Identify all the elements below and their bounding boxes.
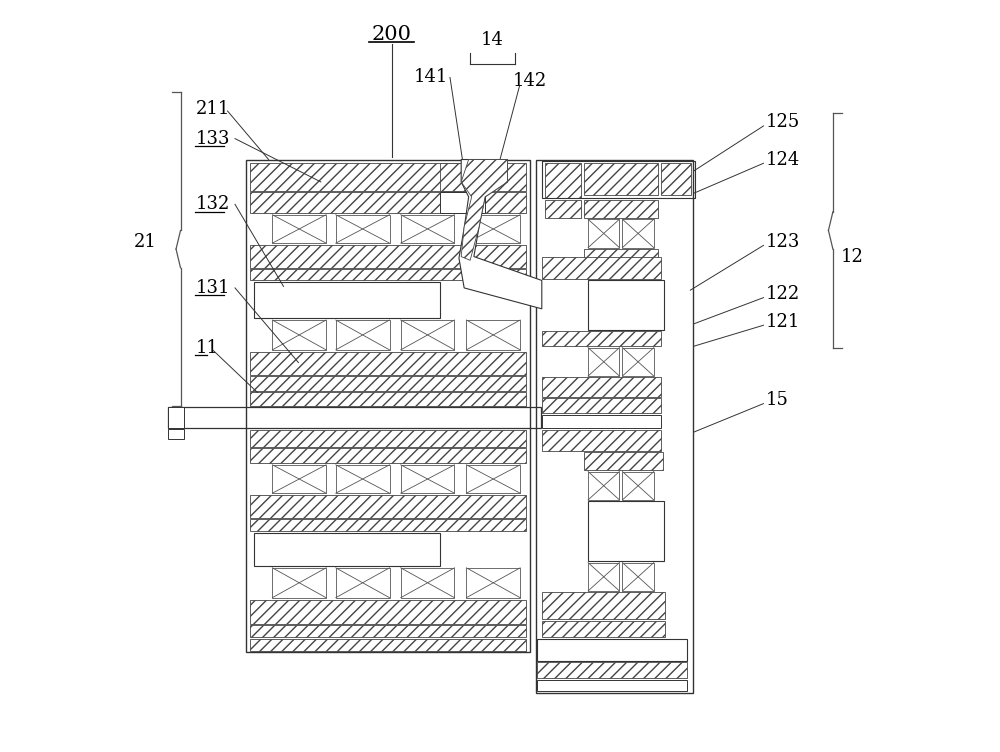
Text: 125: 125	[766, 114, 800, 131]
Bar	[588, 562, 619, 591]
Bar	[545, 200, 581, 218]
Text: 133: 133	[195, 129, 230, 147]
Bar	[440, 193, 485, 214]
Polygon shape	[461, 159, 507, 260]
Bar	[168, 429, 184, 439]
Bar	[250, 496, 526, 518]
Bar	[537, 638, 687, 661]
Bar	[250, 520, 526, 531]
Bar	[336, 320, 390, 350]
Bar	[272, 465, 326, 493]
Bar	[466, 215, 520, 243]
Text: 14: 14	[481, 31, 504, 49]
Text: 124: 124	[766, 150, 800, 168]
Text: 12: 12	[841, 247, 864, 265]
Polygon shape	[459, 159, 542, 309]
Text: 132: 132	[195, 196, 230, 214]
Bar	[401, 215, 454, 243]
Bar	[336, 465, 390, 493]
Bar	[250, 626, 526, 637]
Bar	[440, 162, 485, 191]
Bar	[250, 638, 526, 650]
Bar	[537, 662, 687, 678]
Bar	[584, 452, 663, 470]
Bar	[272, 215, 326, 243]
Bar	[542, 415, 661, 428]
Bar	[250, 393, 526, 406]
Bar	[336, 215, 390, 243]
Bar	[272, 568, 326, 598]
Bar	[168, 408, 541, 428]
Bar	[584, 249, 658, 265]
Bar	[250, 448, 526, 463]
Bar	[401, 320, 454, 350]
Bar	[542, 593, 665, 619]
Bar	[542, 161, 695, 199]
Bar	[588, 280, 664, 329]
Bar	[537, 680, 687, 691]
Text: 21: 21	[134, 232, 157, 250]
Bar	[250, 245, 526, 268]
Text: 200: 200	[372, 25, 412, 44]
Text: 122: 122	[766, 285, 800, 303]
Bar	[584, 162, 658, 196]
Bar	[542, 378, 661, 397]
Bar	[401, 465, 454, 493]
Bar	[661, 162, 691, 196]
Text: 123: 123	[766, 232, 800, 250]
Bar	[542, 429, 661, 450]
Bar	[588, 472, 619, 500]
Bar	[336, 568, 390, 598]
Bar	[250, 376, 526, 391]
Bar	[542, 621, 665, 637]
Bar	[542, 331, 661, 346]
Bar	[250, 352, 526, 374]
Text: 131: 131	[195, 279, 230, 297]
Bar	[401, 568, 454, 598]
Text: 11: 11	[195, 338, 218, 356]
Bar	[545, 162, 581, 199]
Text: 121: 121	[766, 314, 800, 331]
Bar	[246, 159, 530, 652]
Text: 15: 15	[766, 391, 789, 409]
Text: 141: 141	[414, 68, 449, 86]
Bar	[584, 200, 658, 218]
Bar	[622, 347, 654, 376]
Bar	[272, 320, 326, 350]
Bar	[250, 269, 526, 280]
Text: 142: 142	[513, 72, 547, 90]
Bar	[250, 162, 526, 191]
Bar	[622, 562, 654, 591]
Text: 211: 211	[195, 100, 230, 118]
Bar	[250, 429, 526, 447]
Bar	[588, 502, 664, 561]
Bar	[466, 465, 520, 493]
Bar	[250, 600, 526, 624]
Bar	[466, 320, 520, 350]
Bar	[250, 193, 526, 214]
Bar	[622, 220, 654, 247]
Bar	[254, 532, 440, 566]
Bar	[254, 282, 440, 318]
Bar	[542, 399, 661, 414]
Bar	[588, 220, 619, 247]
Bar	[588, 347, 619, 376]
Bar	[622, 472, 654, 500]
Bar	[168, 408, 184, 428]
Bar	[542, 256, 661, 279]
Bar	[536, 159, 693, 693]
Bar	[466, 568, 520, 598]
